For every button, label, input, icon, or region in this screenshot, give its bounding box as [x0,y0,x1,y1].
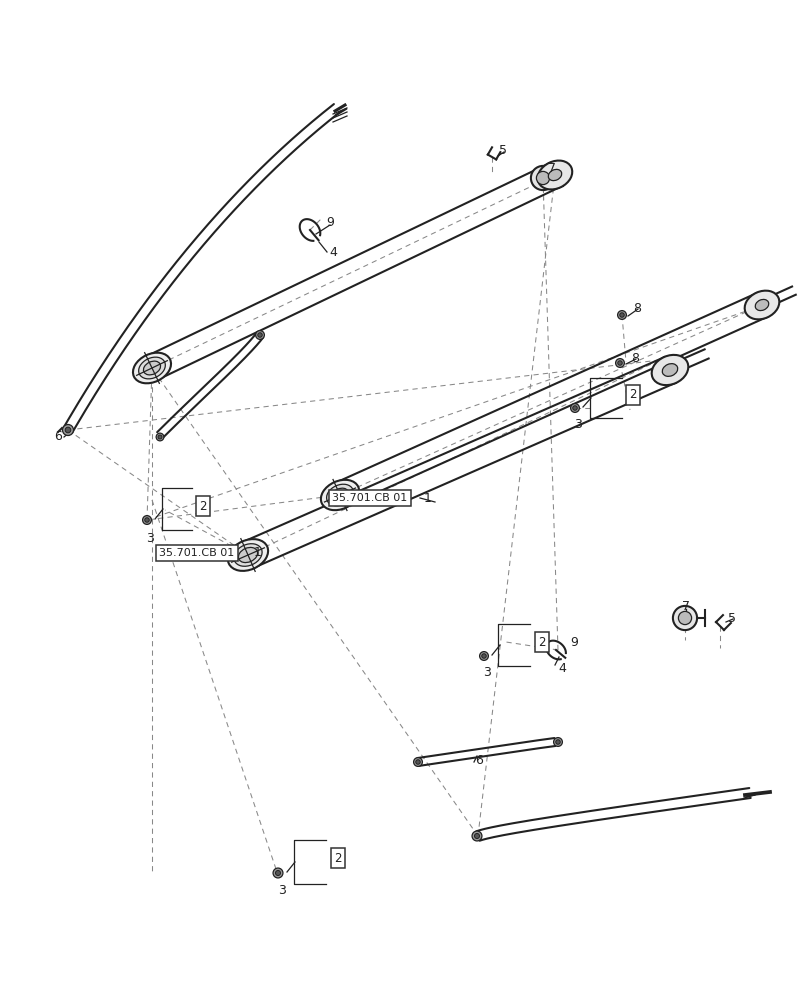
Text: 35.701.CB 01: 35.701.CB 01 [332,493,407,503]
Text: 7: 7 [682,600,690,613]
Circle shape [616,359,625,367]
Text: 2: 2 [335,852,342,864]
Ellipse shape [745,291,780,319]
Circle shape [480,652,488,660]
Ellipse shape [663,364,678,376]
Circle shape [258,333,263,337]
Circle shape [618,361,622,365]
Ellipse shape [238,547,258,563]
Circle shape [556,740,560,744]
Circle shape [474,833,479,839]
Text: 4: 4 [329,245,337,258]
Ellipse shape [234,544,262,566]
Text: 9: 9 [326,216,334,229]
Text: 5: 5 [499,144,507,157]
Ellipse shape [326,484,353,506]
Ellipse shape [144,361,161,375]
Circle shape [620,313,625,317]
Circle shape [145,518,149,522]
Text: 1: 1 [254,546,262,560]
Circle shape [62,424,74,436]
Text: 3: 3 [278,884,286,896]
Text: 5: 5 [728,611,736,624]
Text: 35.701.CB 01: 35.701.CB 01 [159,548,234,558]
Ellipse shape [139,357,166,379]
Circle shape [482,654,486,658]
Text: 3: 3 [146,532,154,544]
Text: 4: 4 [558,662,566,674]
Ellipse shape [331,488,348,502]
Text: 1: 1 [424,491,432,504]
Text: 8: 8 [631,352,639,364]
Text: 6: 6 [475,754,483,766]
Circle shape [472,831,482,841]
Circle shape [255,331,264,339]
Text: 3: 3 [483,666,491,680]
Circle shape [276,870,280,876]
Ellipse shape [321,480,359,510]
Text: 3: 3 [574,418,582,432]
Circle shape [570,404,579,412]
Text: 6: 6 [54,430,62,444]
Circle shape [531,166,555,190]
Circle shape [617,311,626,319]
Text: 2: 2 [538,636,545,648]
Ellipse shape [652,355,688,385]
Circle shape [65,427,71,433]
Circle shape [414,758,423,766]
Text: 2: 2 [629,388,637,401]
Circle shape [673,606,697,630]
Circle shape [537,171,549,185]
Circle shape [573,406,577,410]
Ellipse shape [538,161,572,189]
Text: 7: 7 [548,161,556,174]
Ellipse shape [549,169,562,181]
Circle shape [679,611,692,625]
Circle shape [158,435,162,439]
Circle shape [156,433,164,441]
Circle shape [273,868,283,878]
Ellipse shape [755,299,768,311]
Circle shape [553,738,562,746]
Text: 8: 8 [633,302,641,314]
Circle shape [142,516,151,524]
Ellipse shape [133,353,171,383]
Circle shape [416,760,420,764]
Text: 9: 9 [570,637,578,650]
Text: 2: 2 [200,499,207,512]
Ellipse shape [228,539,268,571]
